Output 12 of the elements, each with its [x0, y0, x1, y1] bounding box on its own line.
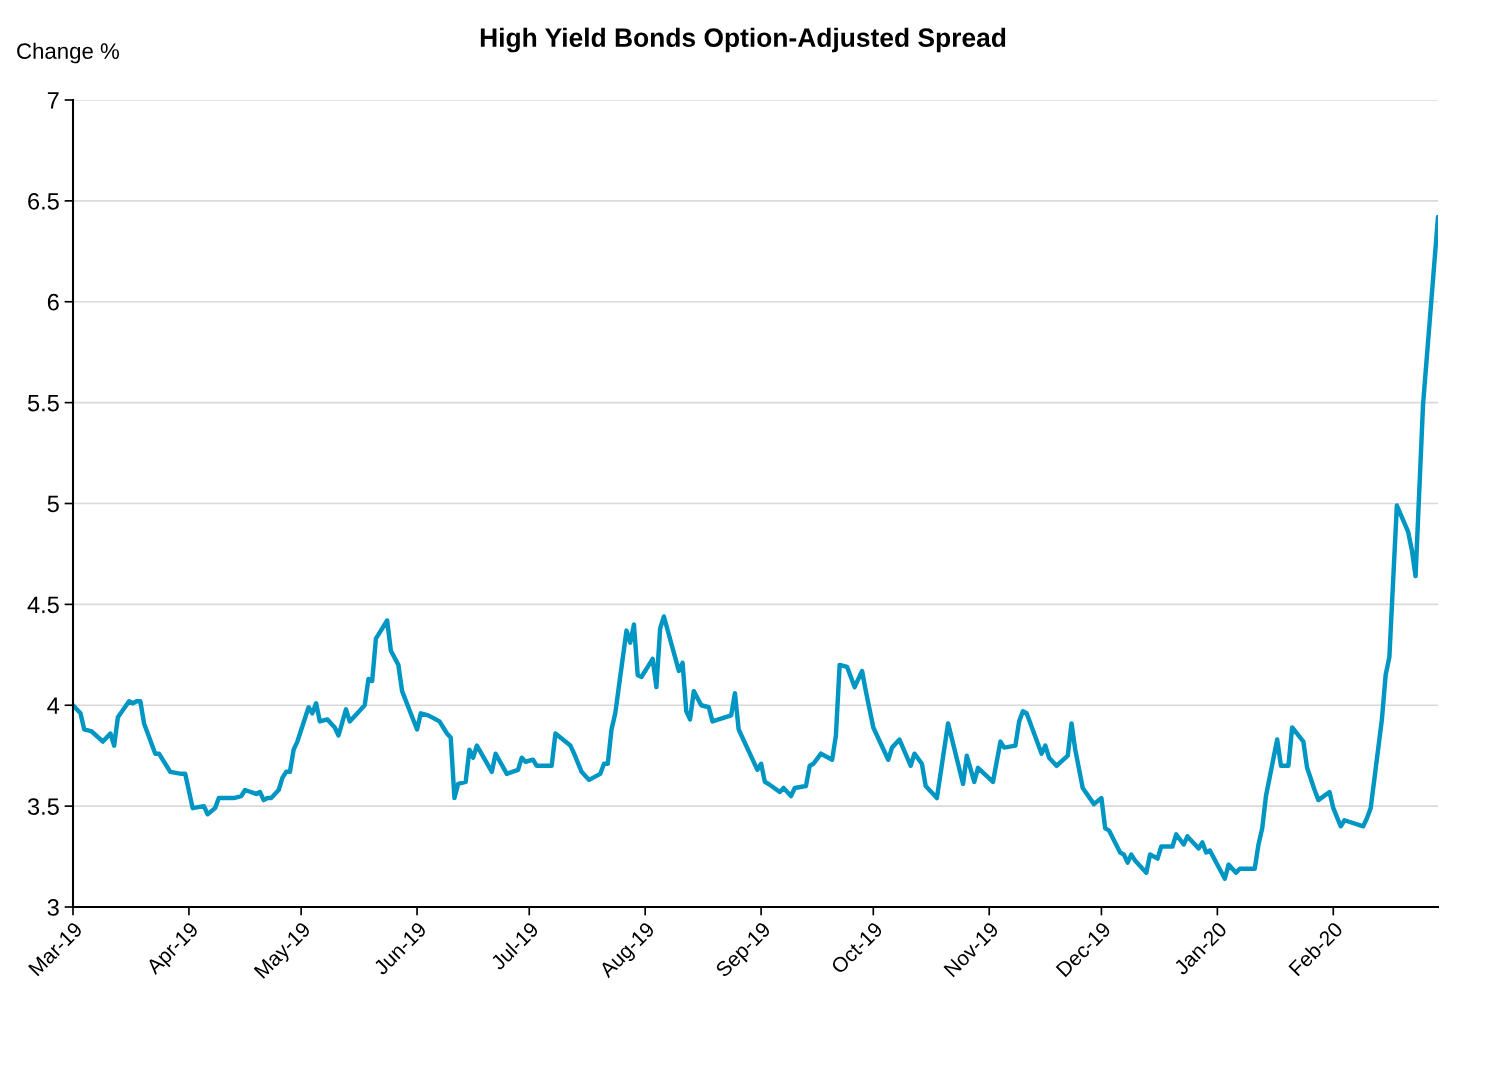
y-tick-label: 3.5 — [27, 798, 59, 815]
y-tick-label: 4 — [47, 697, 60, 714]
y-tick-label: 5.5 — [27, 394, 59, 412]
y-tick-label: 4.5 — [27, 596, 59, 614]
y-tick-label: 6.5 — [28, 192, 59, 210]
y-tick-label: 6 — [47, 293, 59, 311]
y-tick-label: 5 — [47, 495, 59, 513]
y-axis-title: Change % — [17, 42, 119, 64]
y-tick-label: 3 — [47, 899, 59, 916]
y-tick-label: 7 — [47, 92, 59, 109]
chart-title: High Yield Bonds Option-Adjusted Spread — [480, 27, 1006, 53]
line-series — [73, 214, 1438, 881]
